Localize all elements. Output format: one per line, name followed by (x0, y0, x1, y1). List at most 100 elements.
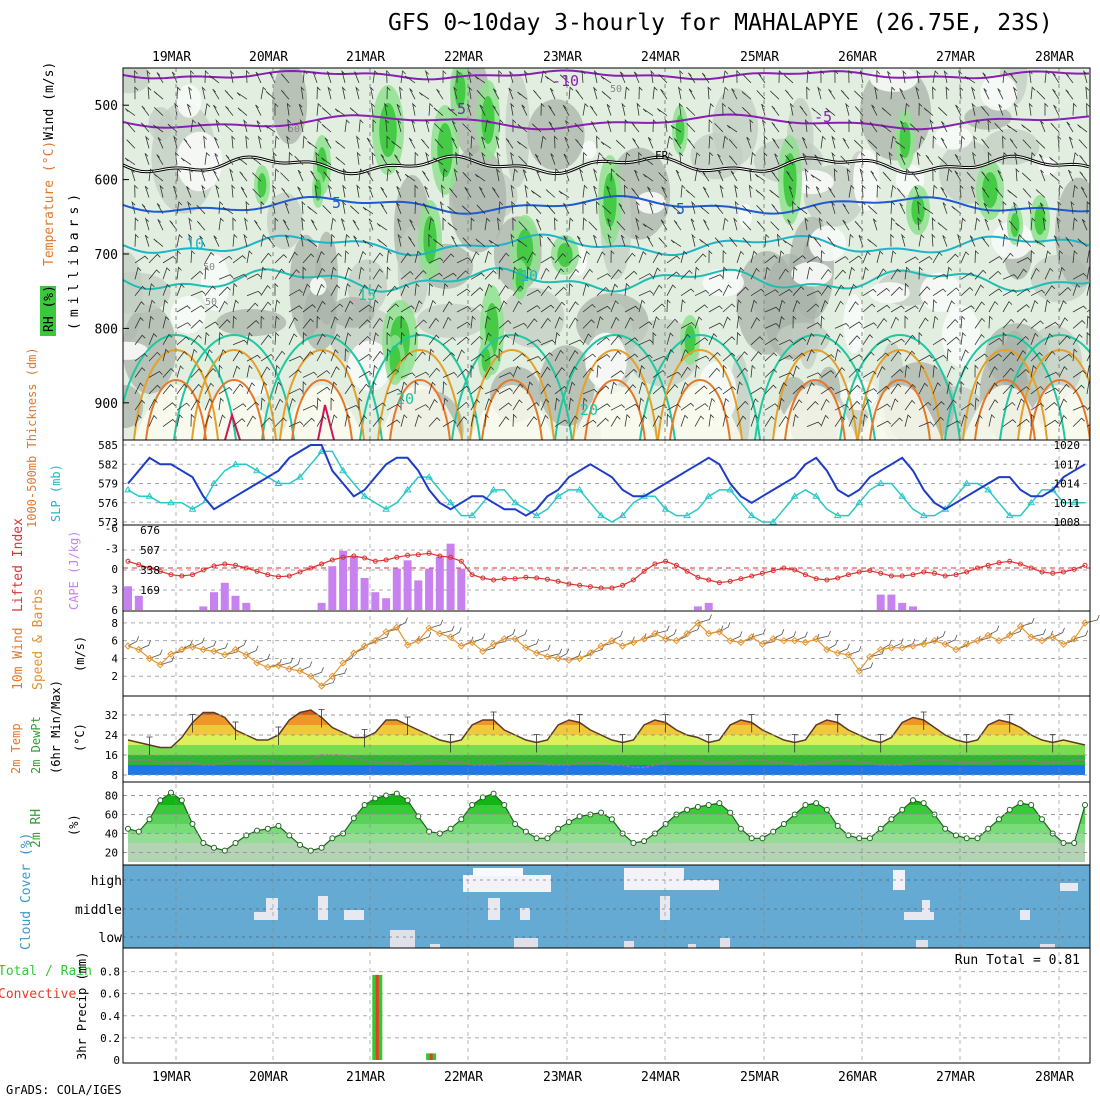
wind-barb-10m (299, 661, 313, 672)
wind-barb (728, 107, 738, 116)
wind-barb (974, 284, 984, 296)
wind-barb (806, 322, 821, 329)
wind-barb (190, 413, 195, 427)
wind-barb (964, 76, 976, 84)
wind-barb (918, 300, 928, 313)
isotherm-label: -5 (814, 108, 832, 126)
wind-barb (722, 217, 729, 231)
cape-bar (457, 568, 466, 610)
wind-barb (848, 233, 854, 247)
wind-barb (330, 303, 344, 313)
wind-barb-10m (289, 659, 301, 670)
wind-barb (498, 69, 503, 83)
wind-speed-point (737, 638, 745, 647)
wind-barb (918, 421, 934, 427)
wind-barb (867, 205, 878, 215)
pressure-label: (millibars) (67, 189, 82, 330)
wind-barb (736, 367, 749, 378)
wind-barb (344, 119, 350, 133)
wind-barb (257, 135, 262, 149)
wind-barb (321, 123, 332, 133)
temp-ylabel: 2m DewPt (29, 716, 43, 774)
wind-barb-10m (1074, 630, 1089, 640)
wind-barb (1030, 151, 1036, 165)
wind-barb (925, 154, 934, 165)
wind-barb (750, 299, 758, 313)
wind-barb (593, 185, 598, 198)
wind-barb (456, 336, 470, 346)
wind-barb (960, 135, 966, 149)
wind-barb (511, 200, 515, 214)
credit-text: GrADS: COLA/IGES (6, 1083, 122, 1097)
wind-barb (358, 250, 367, 264)
lifted-index-point (1028, 565, 1034, 571)
wind-barb (372, 299, 379, 313)
wind-barb (834, 388, 850, 395)
wind-barb (918, 135, 925, 149)
wind-barb (255, 71, 262, 84)
lifted-index-point (587, 584, 593, 590)
wind-barb (209, 75, 220, 84)
wind-barb (876, 268, 887, 280)
wind-barb (386, 315, 394, 329)
wind-barb (755, 189, 766, 198)
wind-barb (204, 382, 215, 395)
wind-barb (252, 188, 262, 198)
wind-barb (508, 87, 514, 100)
wind-barb (442, 337, 456, 346)
wind-barb (981, 236, 990, 247)
lifted-index-point (921, 569, 927, 575)
wind-barb (624, 184, 628, 198)
wind-barb (694, 266, 700, 280)
rh2m-label: 2m RH (29, 809, 44, 848)
wind-barb (771, 171, 780, 182)
wind-barb (334, 108, 346, 116)
wind-barb (225, 154, 234, 165)
wind-barb (624, 353, 639, 362)
isotherm-30 (584, 379, 646, 440)
wind-barb (204, 414, 213, 427)
wind-barb (470, 135, 475, 149)
wind-barb (456, 368, 470, 378)
wind-barb (456, 321, 471, 329)
wind-speed-point (253, 659, 261, 667)
wind-barb (998, 104, 1004, 116)
wind-barb (197, 122, 206, 133)
wind-speed-point (769, 635, 777, 643)
wind-barb (316, 102, 322, 116)
wind-barb (526, 289, 541, 297)
wind-barb (534, 153, 542, 165)
wind-barb (190, 270, 204, 280)
wind-barb (260, 417, 273, 427)
wind-barb (344, 316, 353, 329)
isotherm-30 (203, 379, 265, 440)
lifted-index-point (985, 562, 991, 568)
slp-tick-label: 1020 (1054, 439, 1081, 452)
wind-barb (554, 135, 558, 149)
wind-barb (274, 268, 285, 280)
minmax-whisker (232, 721, 239, 740)
wind-barb (876, 352, 890, 362)
cloud-block (720, 938, 730, 948)
wind-barb (783, 74, 794, 84)
wind-barb (186, 186, 192, 198)
thickness-point (360, 492, 369, 499)
wind-barb (805, 184, 810, 198)
wind-barb (998, 218, 1004, 231)
bottom-date-label: 21MAR (346, 1070, 385, 1085)
wind-barb (826, 221, 836, 231)
wind-barb (372, 268, 383, 280)
wind-barb (974, 397, 980, 411)
wind-barb (666, 348, 674, 362)
wind-barb (288, 289, 303, 297)
wind-barb (294, 155, 304, 165)
rh-point (178, 797, 185, 804)
temp-band (128, 755, 1085, 765)
wind-barb (176, 402, 190, 411)
wind-barb (876, 338, 891, 346)
wind-barb (861, 184, 866, 198)
wind-speed-point (307, 672, 315, 680)
wind-barb (895, 222, 906, 231)
rh-shading-green-core (1034, 205, 1046, 235)
wind-barb (204, 69, 209, 83)
